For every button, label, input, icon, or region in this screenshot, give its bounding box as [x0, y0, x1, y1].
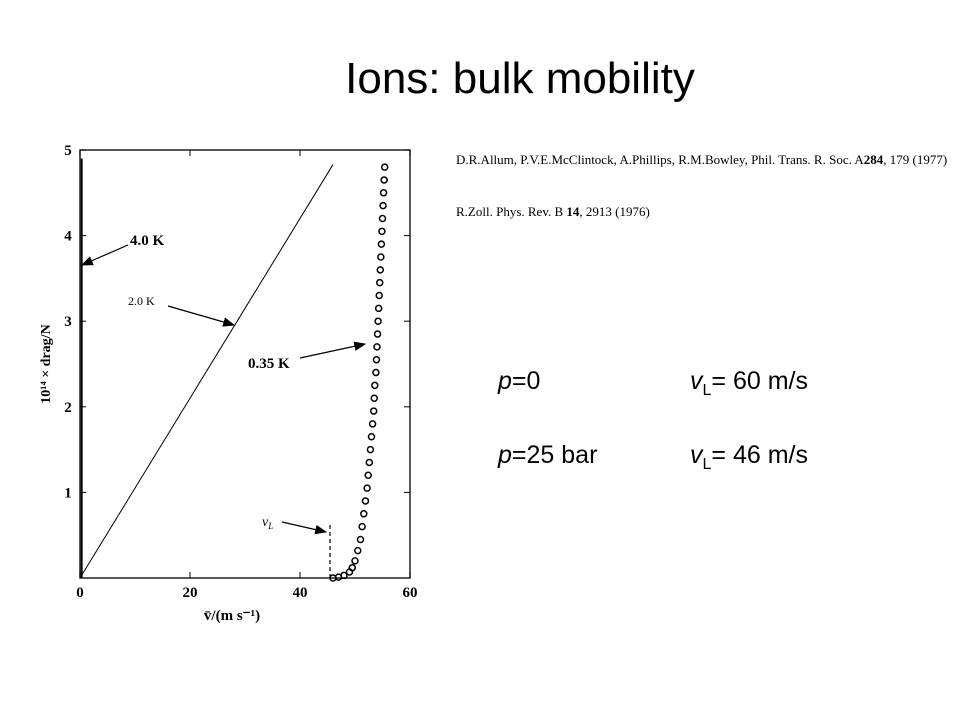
- reference: D.R.Allum, P.V.E.McClintock, A.Phillips,…: [456, 152, 947, 167]
- slide-title: Ions: bulk mobility: [345, 54, 695, 103]
- data-point: [365, 458, 374, 467]
- data-point: [370, 394, 378, 402]
- arrows: [80, 244, 367, 578]
- data-point: [354, 546, 362, 555]
- series-line: [79, 164, 334, 579]
- data-point: [377, 253, 385, 261]
- val: = 60 m/s: [711, 367, 808, 395]
- data-point: [340, 571, 348, 580]
- velocity: vL= 46 m/s: [690, 441, 808, 473]
- plot: 0 20 40 60 1 2 3 4 5 v̄/(m s⁻¹) 10¹⁴ × drag/N vL 4.0…: [39, 143, 418, 624]
- arrow: [167, 305, 236, 327]
- val: =25 bar: [512, 441, 598, 469]
- conditions: p=0 vL= 60 m/s p=25 bar vL= 46 m/s: [497, 367, 808, 473]
- sym: p: [497, 367, 512, 395]
- data-point: [374, 317, 382, 325]
- data-point: [363, 484, 371, 492]
- sym: v: [690, 367, 704, 395]
- data-point: [373, 330, 382, 338]
- data-point: [377, 240, 386, 248]
- data-point: [372, 368, 380, 377]
- arrow: [80, 244, 129, 266]
- ref-volume: 284: [864, 152, 884, 167]
- series-label: 0.35 K: [248, 356, 290, 372]
- x-tick-label: 0: [76, 585, 84, 601]
- ref-volume: 14: [566, 204, 580, 219]
- data-point: [367, 433, 376, 441]
- series-label: 2.0 K: [128, 294, 155, 308]
- data-point: [378, 227, 386, 236]
- y-tick-label: 1: [64, 485, 72, 501]
- data-point: [358, 522, 366, 531]
- x-tick-label: 60: [403, 585, 418, 601]
- ref-text: D.R.Allum, P.V.E.McClintock, A.Phillips,…: [456, 152, 864, 167]
- sub: L: [267, 521, 273, 531]
- sym: p: [497, 441, 512, 469]
- arrow: [299, 341, 367, 359]
- y-tick-label: 2: [64, 400, 72, 416]
- x-tick-label: 40: [293, 585, 308, 601]
- vline-label: vL: [262, 515, 273, 531]
- data-point: [356, 535, 365, 544]
- arrow: [281, 521, 328, 535]
- series-label: 4.0 K: [130, 233, 165, 249]
- pressure: p=25 bar: [497, 441, 597, 469]
- reference: R.Zoll. Phys. Rev. B 14, 2913 (1976): [456, 204, 650, 219]
- velocity: vL= 60 m/s: [690, 367, 808, 399]
- y-tick-label: 4: [64, 229, 72, 245]
- data-point: [374, 304, 383, 313]
- val: = 46 m/s: [711, 441, 808, 469]
- data-point: [361, 497, 370, 505]
- data-point: [368, 420, 377, 428]
- plot-frame: [79, 149, 411, 579]
- data-point: [379, 201, 387, 210]
- sub: L: [703, 456, 712, 473]
- data-point: [376, 266, 385, 274]
- data-point: [380, 163, 389, 171]
- pressure: p=0: [497, 367, 540, 395]
- data-point: [366, 445, 375, 454]
- ref-text: , 2913 (1976): [579, 204, 649, 219]
- data-point: [380, 176, 388, 184]
- y-tick-label: 3: [64, 314, 72, 330]
- data-point: [351, 557, 359, 565]
- data-point: [376, 278, 384, 287]
- y-axis-label: 10¹⁴ × drag/N: [39, 324, 54, 403]
- data-point: [379, 189, 388, 197]
- sub: L: [703, 382, 712, 399]
- data-point: [372, 355, 381, 364]
- ref-text: R.Zoll. Phys. Rev. B: [456, 204, 566, 219]
- data-point: [373, 343, 381, 351]
- data-point: [360, 510, 368, 518]
- x-tick-label: 20: [183, 585, 198, 601]
- data-point: [378, 214, 387, 223]
- data-point: [371, 381, 379, 390]
- data-point: [369, 407, 378, 415]
- data-point: [375, 291, 383, 300]
- ref-text: , 179 (1977): [883, 152, 947, 167]
- x-axis-label: v̄/(m s⁻¹): [204, 608, 260, 624]
- y-tick-label: 5: [64, 143, 72, 159]
- sym: v: [262, 515, 269, 530]
- data-point: [348, 563, 356, 572]
- data-point: [364, 471, 372, 480]
- val: =0: [512, 367, 541, 395]
- sym: v: [690, 441, 704, 469]
